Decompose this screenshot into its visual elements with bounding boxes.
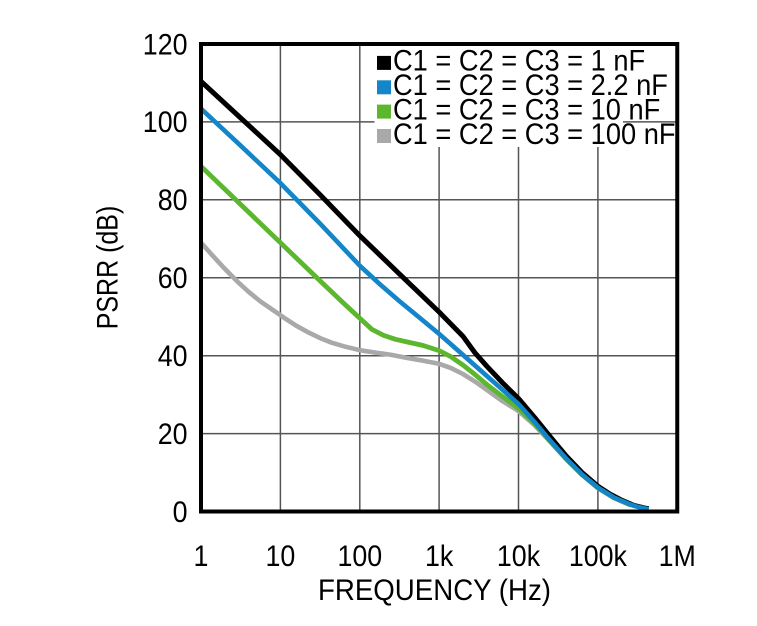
svg-text:C1 = C2 = C3 = 2.2 nF: C1 = C2 = C3 = 2.2 nF [393,69,668,102]
svg-text:1M: 1M [659,540,696,573]
svg-text:100k: 100k [569,540,628,573]
svg-text:C1 = C2 = C3 = 1 nF: C1 = C2 = C3 = 1 nF [393,45,645,78]
svg-text:40: 40 [158,340,188,373]
svg-text:80: 80 [158,184,188,217]
svg-text:20: 20 [158,418,188,451]
svg-text:100: 100 [337,540,382,573]
svg-text:C1 = C2 = C3 = 10 nF: C1 = C2 = C3 = 10 nF [393,94,660,127]
svg-text:0: 0 [173,496,188,529]
svg-text:60: 60 [158,262,188,295]
svg-text:1k: 1k [425,540,454,573]
svg-text:10: 10 [266,540,296,573]
svg-text:C1 = C2 = C3 = 100 nF: C1 = C2 = C3 = 100 nF [393,118,676,151]
svg-text:PSRR (dB): PSRR (dB) [92,206,125,330]
svg-text:1: 1 [194,540,209,573]
svg-text:120: 120 [143,28,188,61]
svg-text:100: 100 [143,106,188,139]
svg-text:10k: 10k [497,540,541,573]
svg-text:FREQUENCY (Hz): FREQUENCY (Hz) [318,574,551,607]
